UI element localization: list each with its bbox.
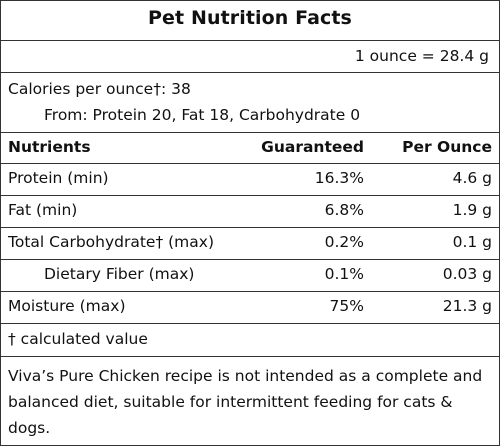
table-header-row: Nutrients Guaranteed Per Ounce — [1, 133, 499, 164]
nutrient-per-ounce: 0.1 g — [452, 233, 492, 251]
serving-size: 1 ounce = 28.4 g — [354, 47, 489, 65]
nutrient-per-ounce: 1.9 g — [452, 201, 492, 219]
nutrient-guaranteed: 6.8% — [324, 201, 364, 219]
calories-row: Calories per ounce†: 38 From: Protein 20… — [1, 73, 499, 133]
table-row: Moisture (max) 75% 21.3 g — [1, 292, 499, 324]
calories-per-ounce: Calories per ounce†: 38 — [8, 80, 191, 98]
nutrient-per-ounce: 21.3 g — [442, 297, 492, 315]
table-row: Fat (min) 6.8% 1.9 g — [1, 196, 499, 228]
nutrient-name: Total Carbohydrate† (max) — [8, 233, 215, 251]
nutrient-name: Protein (min) — [8, 169, 109, 187]
label-title: Pet Nutrition Facts — [148, 7, 352, 29]
header-per-ounce: Per Ounce — [402, 138, 492, 156]
nutrient-guaranteed: 0.1% — [324, 265, 364, 283]
nutrient-guaranteed: 16.3% — [314, 169, 364, 187]
nutrient-per-ounce: 4.6 g — [452, 169, 492, 187]
nutrient-name: Dietary Fiber (max) — [44, 265, 195, 283]
footnote-row: † calculated value — [1, 324, 499, 357]
table-row: Total Carbohydrate† (max) 0.2% 0.1 g — [1, 228, 499, 260]
serving-row: 1 ounce = 28.4 g — [1, 41, 499, 73]
nutrient-guaranteed: 75% — [329, 297, 364, 315]
nutrient-name: Moisture (max) — [8, 297, 126, 315]
footnote: † calculated value — [8, 330, 148, 348]
calories-breakdown: From: Protein 20, Fat 18, Carbohydrate 0 — [44, 106, 361, 124]
header-nutrients: Nutrients — [8, 138, 91, 156]
disclaimer: Viva’s Pure Chicken recipe is not intend… — [8, 367, 483, 437]
table-row: Dietary Fiber (max) 0.1% 0.03 g — [1, 260, 499, 292]
title-row: Pet Nutrition Facts — [1, 1, 499, 41]
table-row: Protein (min) 16.3% 4.6 g — [1, 164, 499, 196]
nutrient-name: Fat (min) — [8, 201, 78, 219]
disclaimer-row: Viva’s Pure Chicken recipe is not intend… — [1, 357, 499, 445]
nutrient-guaranteed: 0.2% — [324, 233, 364, 251]
header-guaranteed: Guaranteed — [261, 138, 364, 156]
nutrient-per-ounce: 0.03 g — [442, 265, 492, 283]
